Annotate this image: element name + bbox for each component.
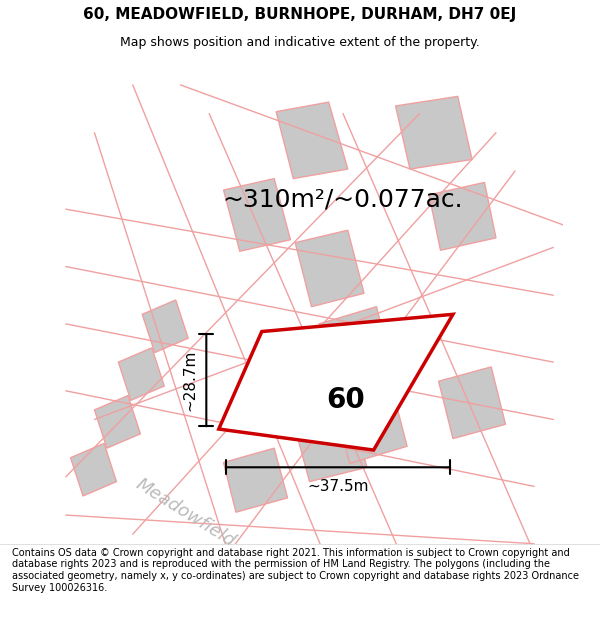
Text: 60: 60 (326, 386, 365, 414)
Polygon shape (219, 314, 453, 450)
Polygon shape (94, 396, 140, 448)
Text: ~310m²/~0.077ac.: ~310m²/~0.077ac. (223, 188, 463, 212)
Polygon shape (319, 307, 393, 387)
Polygon shape (295, 230, 364, 307)
Text: 60, MEADOWFIELD, BURNHOPE, DURHAM, DH7 0EJ: 60, MEADOWFIELD, BURNHOPE, DURHAM, DH7 0… (83, 6, 517, 21)
Polygon shape (295, 415, 367, 482)
Polygon shape (276, 102, 348, 179)
Text: Meadowfield: Meadowfield (133, 476, 238, 551)
Text: ~28.7m: ~28.7m (182, 349, 197, 411)
Text: ~37.5m: ~37.5m (307, 479, 369, 494)
Text: Contains OS data © Crown copyright and database right 2021. This information is : Contains OS data © Crown copyright and d… (12, 548, 579, 592)
Polygon shape (224, 179, 290, 251)
Text: Map shows position and indicative extent of the property.: Map shows position and indicative extent… (120, 36, 480, 49)
Polygon shape (334, 383, 407, 464)
Polygon shape (142, 300, 188, 352)
Polygon shape (439, 367, 506, 439)
Polygon shape (395, 96, 472, 169)
Polygon shape (71, 443, 116, 496)
Polygon shape (224, 448, 287, 512)
Polygon shape (429, 182, 496, 250)
Polygon shape (118, 348, 164, 401)
